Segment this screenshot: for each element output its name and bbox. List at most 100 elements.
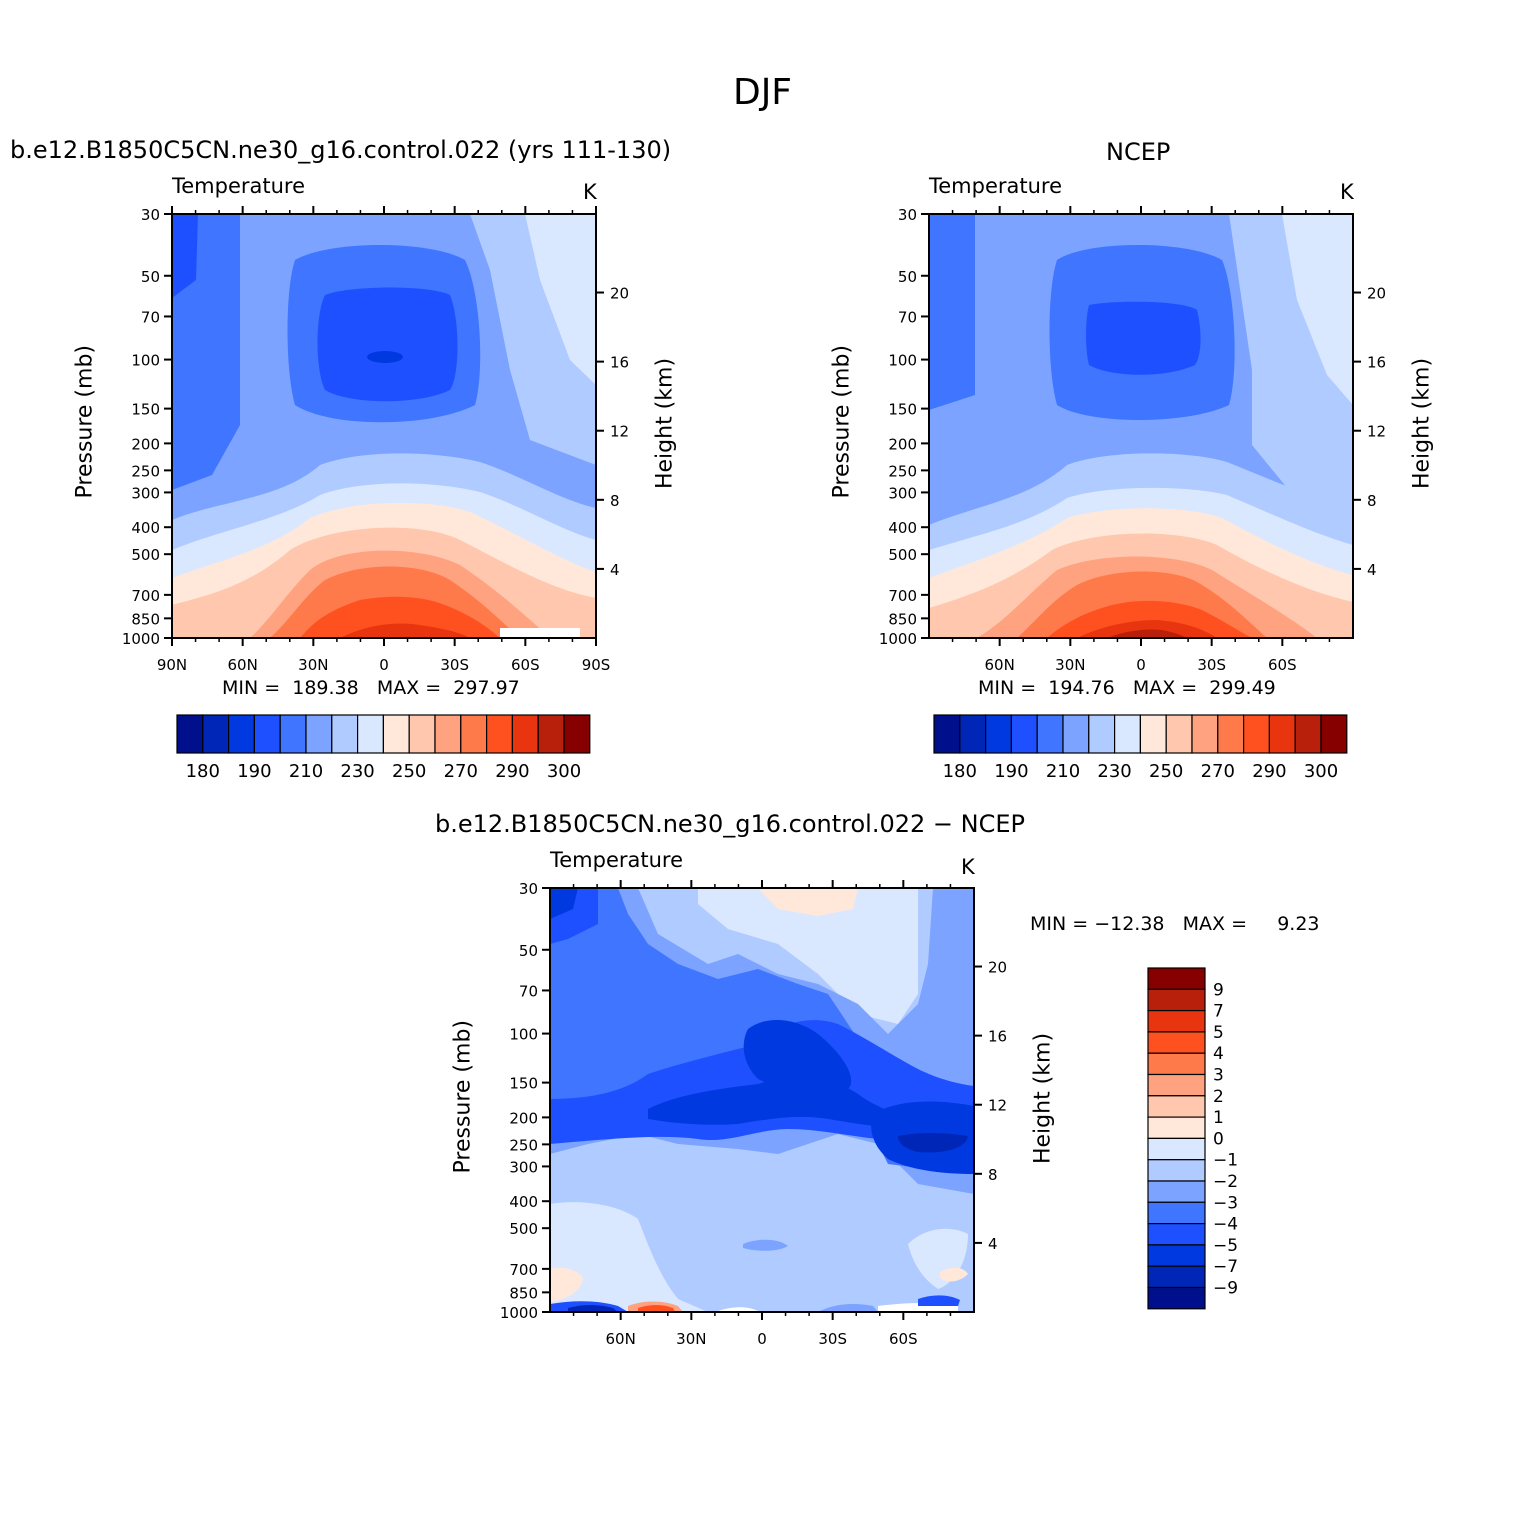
diff-xtick-label: 60S — [889, 1330, 918, 1348]
model-ytick-label: 200 — [131, 435, 160, 453]
diff-ytick-label: 300 — [509, 1158, 538, 1176]
obs-ytick-label: 250 — [888, 462, 917, 480]
model-colorbar-label: 230 — [340, 761, 374, 782]
obs-colorbar-box — [1010, 714, 1038, 754]
diff-colorbar-label: 2 — [1213, 1087, 1224, 1107]
obs-colorbar-box — [1139, 714, 1167, 754]
model-xtick-label: 0 — [379, 656, 389, 674]
model-colorbar-label: 210 — [289, 761, 323, 782]
model-colorbar-label: 250 — [392, 761, 426, 782]
diff-colorbar-box — [1147, 1137, 1206, 1161]
model-colorbar-label: 290 — [495, 761, 529, 782]
obs-colorbar-box — [933, 714, 961, 754]
diff-y2tick-label: 16 — [988, 1028, 1007, 1046]
diff-colorbar-label: 4 — [1213, 1044, 1224, 1064]
model-colorbar-box — [408, 714, 436, 754]
diff-ytick-label: 1000 — [500, 1304, 538, 1322]
diff-colorbar-label: −9 — [1213, 1279, 1238, 1299]
obs-colorbar-box — [1062, 714, 1090, 754]
diff-xtick-label: 30N — [676, 1330, 706, 1348]
diff-colorbar-box — [1147, 1223, 1206, 1246]
diff-colorbar-box — [1147, 1073, 1206, 1097]
model-ytick-label: 400 — [131, 519, 160, 537]
obs-ytick-label: 100 — [888, 352, 917, 370]
ylabel-obs: Pressure (mb) — [829, 345, 855, 499]
model-colorbar-box — [460, 714, 488, 754]
model-colorbar-label: 300 — [547, 761, 581, 782]
plot-obs: 3050701001502002503004005007008501000481… — [879, 206, 1386, 674]
model-colorbar-box — [382, 714, 410, 754]
model-colorbar-box — [511, 714, 539, 754]
model-ytick-label: 70 — [141, 308, 160, 326]
diff-colorbar-box — [1147, 1009, 1206, 1033]
model-y2tick-label: 12 — [610, 423, 629, 441]
obs-ytick-label: 50 — [898, 268, 917, 286]
diff-colorbar-label: −4 — [1213, 1215, 1238, 1235]
variable-label-model: Temperature — [172, 174, 306, 198]
model-colorbar-box — [331, 714, 359, 754]
obs-colorbar-box — [1114, 714, 1142, 754]
minmax-obs: MIN = 194.76 MAX = 299.49 — [978, 677, 1276, 699]
model-colorbar-box — [279, 714, 307, 754]
colorbar-model: 180 190 210 230 250 270 290 300 — [176, 714, 591, 782]
variable-label-diff: Temperature — [550, 848, 684, 872]
colorbar-obs: 180 190 210 230 250 270 290 300 — [933, 714, 1348, 782]
obs-colorbar-label: 300 — [1304, 761, 1338, 782]
obs-ytick-label: 30 — [898, 206, 917, 224]
minmax-diff: MIN = −12.38 MAX = 9.23 — [1030, 913, 1320, 935]
obs-ytick-label: 300 — [888, 484, 917, 502]
units-label-diff: K — [961, 855, 975, 879]
diff-colorbar-box — [1147, 1244, 1206, 1267]
obs-ytick-label: 400 — [888, 519, 917, 537]
obs-colorbar-label: 270 — [1201, 761, 1235, 782]
obs-colorbar-box — [1088, 714, 1116, 754]
diff-colorbar-box — [1147, 1052, 1206, 1076]
model-ytick-label: 850 — [131, 610, 160, 628]
diff-ytick-label: 100 — [509, 1026, 538, 1044]
model-y2tick-label: 20 — [610, 285, 629, 303]
obs-y2tick-label: 12 — [1367, 423, 1386, 441]
model-colorbar-label: 270 — [444, 761, 478, 782]
model-ytick-label: 300 — [131, 484, 160, 502]
panel-title-model: b.e12.B1850C5CN.ne30_g16.control.022 (yr… — [10, 136, 672, 164]
model-xtick-label: 30N — [298, 656, 328, 674]
diff-colorbar-label: −2 — [1213, 1172, 1238, 1192]
obs-xtick-label: 30N — [1055, 656, 1085, 674]
ylabel-model: Pressure (mb) — [72, 345, 98, 499]
panel-title-diff: b.e12.B1850C5CN.ne30_g16.control.022 − N… — [435, 810, 1025, 838]
model-ytick-label: 50 — [141, 268, 160, 286]
diff-colorbar-label: −3 — [1213, 1193, 1238, 1213]
diff-ytick-label: 500 — [509, 1220, 538, 1238]
diff-colorbar-label: 3 — [1213, 1066, 1224, 1086]
obs-colorbar-box — [1294, 714, 1322, 754]
obs-xtick-label: 30S — [1197, 656, 1226, 674]
units-label-obs: K — [1340, 180, 1354, 204]
plot-diff: 3050701001502002503004005007008501000481… — [500, 880, 1007, 1348]
model-xtick-label: 90S — [582, 656, 611, 674]
obs-colorbar-box — [1243, 714, 1271, 754]
diff-ytick-label: 50 — [519, 942, 538, 960]
obs-colorbar-box — [1217, 714, 1245, 754]
figure-title: DJF — [732, 72, 793, 113]
diff-y2tick-label: 20 — [988, 959, 1007, 977]
obs-xtick-label: 60N — [985, 656, 1015, 674]
diff-colorbar-label: 5 — [1213, 1023, 1224, 1043]
contour-field-obs — [929, 214, 1353, 638]
diff-colorbar-box — [1147, 1265, 1206, 1289]
diff-colorbar-label: 7 — [1213, 1002, 1224, 1022]
diff-y2tick-label: 12 — [988, 1097, 1007, 1115]
diff-colorbar-box — [1147, 967, 1206, 990]
units-label-model: K — [583, 180, 597, 204]
model-colorbar-label: 180 — [186, 761, 220, 782]
diff-colorbar-box — [1147, 1159, 1206, 1182]
obs-ytick-label: 850 — [888, 610, 917, 628]
obs-colorbar-box — [959, 714, 987, 754]
model-ytick-label: 700 — [131, 587, 160, 605]
model-colorbar-box — [202, 714, 230, 754]
diff-colorbar-box — [1147, 1201, 1206, 1225]
diff-xtick-label: 0 — [757, 1330, 767, 1348]
obs-colorbar-box — [1036, 714, 1064, 754]
obs-colorbar-label: 210 — [1046, 761, 1080, 782]
diff-ytick-label: 250 — [509, 1136, 538, 1154]
obs-ytick-label: 500 — [888, 546, 917, 564]
